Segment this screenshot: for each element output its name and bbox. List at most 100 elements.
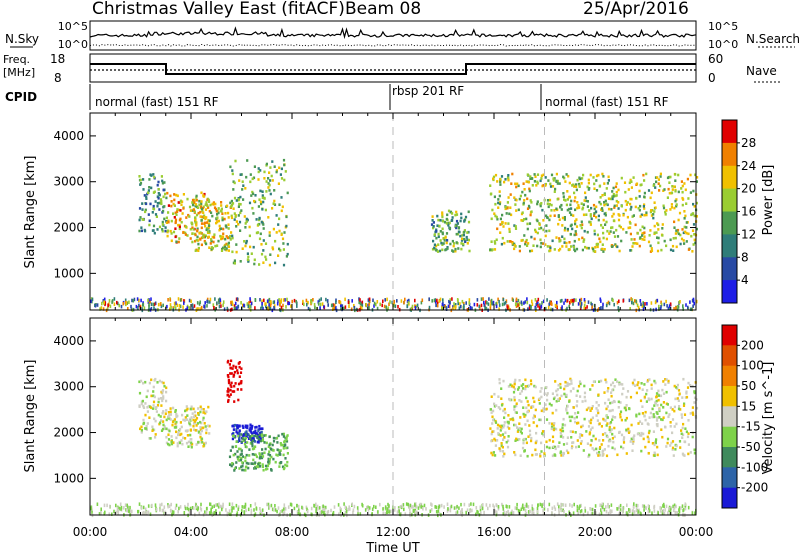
- scatter-cell: [556, 393, 559, 397]
- scatter-cell: [611, 195, 614, 198]
- scatter-cell: [122, 301, 125, 306]
- scatter-cell: [605, 303, 608, 308]
- scatter-cell: [622, 299, 625, 303]
- scatter-cell: [507, 421, 510, 424]
- scatter-cell: [513, 408, 516, 411]
- scatter-cell: [524, 385, 527, 388]
- scatter-cell: [543, 455, 546, 458]
- scatter-cell: [280, 443, 283, 447]
- scatter-cell: [237, 505, 240, 509]
- scatter-cell: [483, 510, 485, 515]
- scatter-cell: [503, 436, 506, 439]
- scatter-cell: [436, 298, 438, 303]
- scatter-cell: [100, 306, 103, 310]
- scatter-cell: [625, 231, 628, 234]
- scatter-cell: [467, 230, 470, 234]
- scatter-cell: [348, 505, 350, 509]
- scatter-cell: [251, 462, 254, 465]
- scatter-cell: [520, 239, 523, 242]
- scatter-cell: [662, 189, 665, 192]
- scatter-cell: [254, 434, 257, 438]
- scatter-cell: [365, 303, 368, 307]
- scatter-cell: [152, 385, 155, 389]
- scatter-cell: [494, 202, 497, 206]
- scatter-cell: [502, 379, 505, 383]
- scatter-cell: [254, 306, 256, 310]
- scatter-cell: [562, 452, 565, 455]
- scatter-cell: [689, 384, 692, 387]
- scatter-cell: [234, 382, 237, 385]
- scatter-cell: [213, 206, 217, 209]
- scatter-cell: [610, 383, 613, 387]
- scatter-cell: [188, 422, 191, 426]
- scatter-cell: [276, 441, 279, 444]
- scatter-cell: [633, 510, 636, 514]
- scatter-cell: [140, 402, 143, 406]
- scatter-cell: [90, 299, 92, 303]
- scatter-cell: [556, 388, 559, 391]
- scatter-cell: [675, 504, 677, 509]
- scatter-cell: [505, 511, 508, 515]
- scatter-cell: [575, 185, 578, 188]
- scatter-cell: [283, 231, 286, 234]
- scatter-cell: [643, 383, 646, 386]
- scatter-cell: [595, 414, 598, 417]
- scatter-cell: [152, 302, 155, 307]
- scatter-cell: [685, 226, 688, 229]
- scatter-cell: [150, 378, 153, 382]
- scatter-cell: [408, 298, 410, 303]
- scatter-cell: [194, 249, 197, 252]
- scatter-cell: [208, 219, 211, 223]
- scatter-cell: [573, 502, 575, 507]
- scatter-cell: [613, 302, 615, 307]
- scatter-cell: [683, 402, 686, 406]
- scatter-cell: [262, 261, 265, 264]
- scatter-cell: [618, 224, 621, 228]
- scatter-cell: [250, 508, 253, 513]
- scatter-cell: [388, 510, 391, 514]
- scatter-cell: [513, 405, 516, 408]
- scatter-cell: [117, 511, 119, 515]
- scatter-cell: [633, 502, 635, 506]
- scatter-cell: [251, 444, 254, 448]
- scatter-cell: [611, 226, 614, 229]
- scatter-cell: [172, 202, 175, 206]
- scatter-cell: [238, 467, 241, 470]
- scatter-cell: [669, 508, 672, 512]
- scatter-cell: [319, 306, 321, 310]
- scatter-cell: [194, 414, 197, 418]
- scatter-cell: [548, 502, 551, 507]
- scatter-cell: [680, 180, 683, 183]
- scatter-cell: [235, 225, 238, 228]
- scatter-cell: [423, 503, 426, 508]
- scatter-cell: [144, 507, 147, 511]
- scatter-cell: [142, 404, 145, 408]
- scatter-cell: [558, 441, 561, 444]
- scatter-cell: [607, 175, 610, 179]
- scatter-cell: [687, 443, 690, 446]
- scatter-cell: [519, 430, 522, 433]
- scatter-cell: [432, 226, 435, 230]
- scatter-cell: [456, 510, 459, 514]
- scatter-cell: [455, 210, 458, 214]
- scatter-cell: [139, 216, 142, 219]
- scatter-cell: [690, 234, 693, 238]
- scatter-cell: [203, 442, 206, 445]
- scatter-cell: [422, 507, 424, 511]
- scatter-cell: [605, 220, 608, 224]
- scatter-cell: [255, 218, 258, 221]
- scatter-cell: [530, 249, 534, 253]
- scatter-cell: [207, 198, 210, 202]
- scatter-cell: [460, 212, 463, 216]
- scatter-cell: [501, 221, 504, 224]
- scatter-cell: [152, 173, 155, 176]
- scatter-cell: [530, 436, 533, 440]
- scatter-cell: [268, 435, 271, 439]
- scatter-cell: [257, 429, 260, 433]
- scatter-cell: [205, 431, 208, 435]
- scatter-cell: [436, 250, 440, 253]
- scatter-cell: [687, 381, 690, 385]
- scatter-cell: [578, 506, 580, 510]
- scatter-cell: [179, 421, 182, 424]
- scatter-cell: [137, 306, 139, 310]
